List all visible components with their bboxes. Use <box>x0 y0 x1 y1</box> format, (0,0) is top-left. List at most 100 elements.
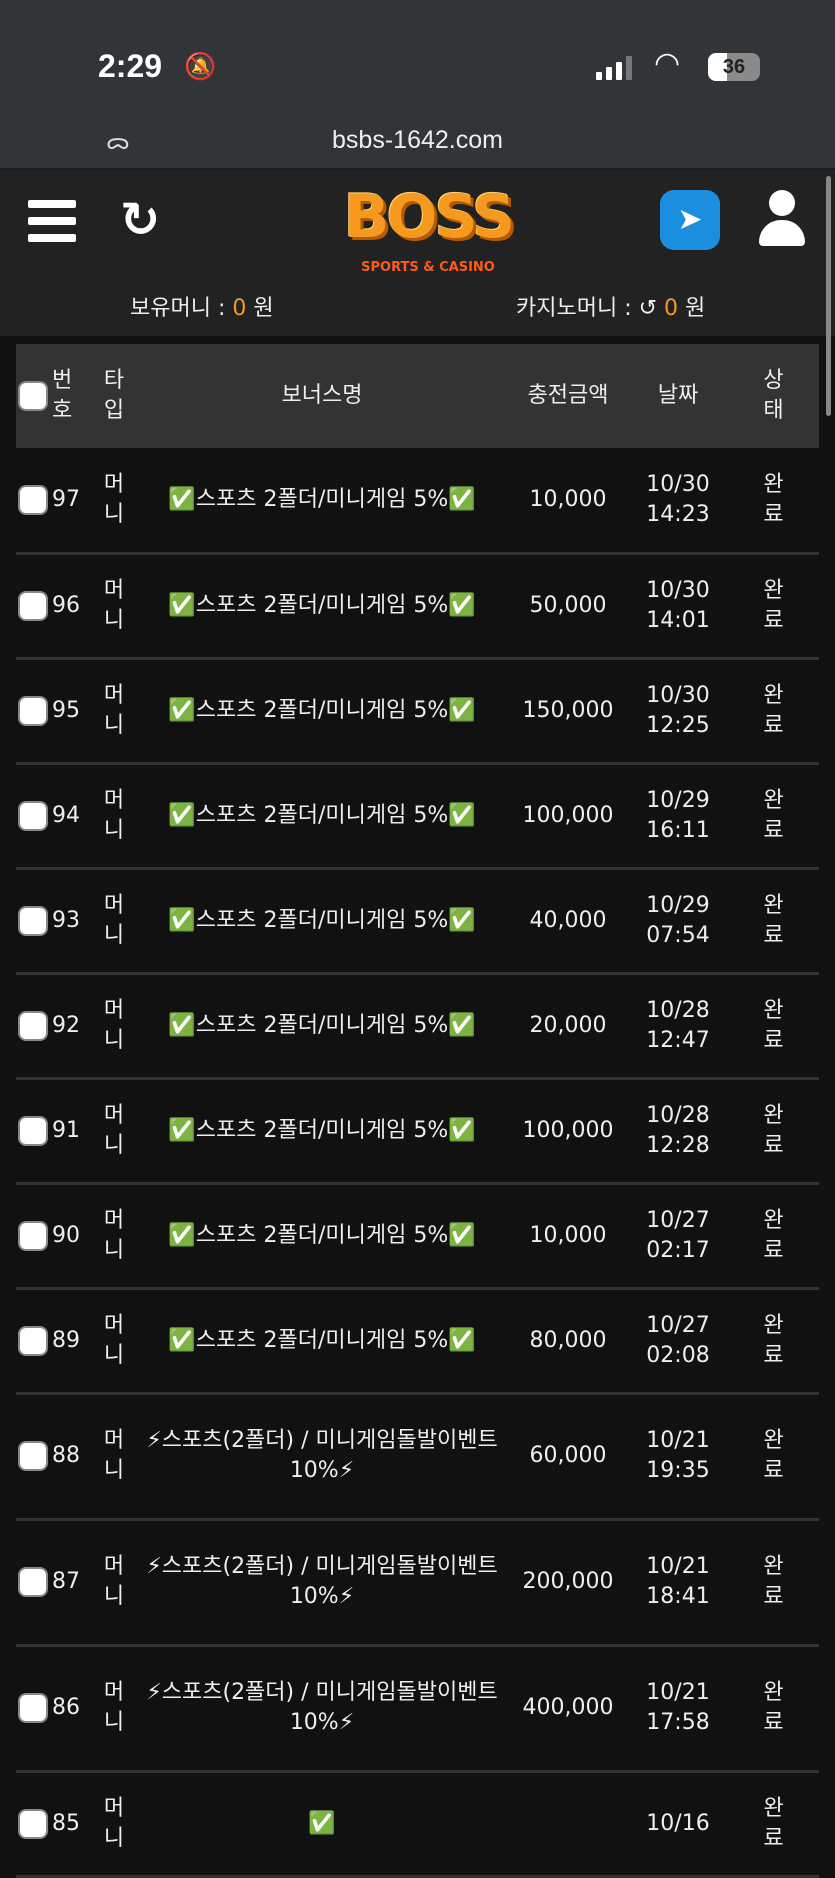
row-type: 머니 <box>92 1645 136 1773</box>
select-all-checkbox[interactable] <box>18 381 48 411</box>
row-checkbox[interactable] <box>18 1220 48 1251</box>
row-checkbox[interactable] <box>18 590 48 621</box>
table-row[interactable]: 85 머니 ✅ 10/16 완료 <box>16 1771 819 1878</box>
row-status: 완료 <box>728 1393 819 1521</box>
row-amount: 100,000 <box>508 1078 628 1185</box>
row-status: 완료 <box>728 868 819 975</box>
table-header: 번호 타입 보너스명 충전금액 날짜 상태 <box>16 344 819 448</box>
row-bonus-name: ✅스포츠 2폴더/미니게임 5%✅ <box>136 868 508 975</box>
row-type: 머니 <box>92 1288 136 1395</box>
user-icon[interactable] <box>758 190 806 250</box>
row-status: 완료 <box>728 973 819 1080</box>
row-amount: 150,000 <box>508 658 628 765</box>
table-row[interactable]: 88 머니 ⚡스포츠(2폴더) / 미니게임돌발이벤트 10%⚡ 60,000 10/2… <box>16 1393 819 1521</box>
row-checkbox[interactable] <box>18 1441 48 1471</box>
row-bonus-name: ⚡스포츠(2폴더) / 미니게임돌발이벤트 10%⚡ <box>136 1393 508 1521</box>
row-bonus-name: ⚡스포츠(2폴더) / 미니게임돌발이벤트 10%⚡ <box>136 1645 508 1773</box>
url-text[interactable]: bsbs-1642.com <box>332 126 503 154</box>
row-checkbox[interactable] <box>18 1567 48 1597</box>
row-type: 머니 <box>92 763 136 870</box>
row-status: 완료 <box>728 658 819 765</box>
table-row[interactable]: 90 머니 ✅스포츠 2폴더/미니게임 5%✅ 10,000 10/27 02:17 완료 <box>16 1183 819 1290</box>
clock: 2:29 <box>98 48 163 84</box>
row-type: 머니 <box>92 1771 136 1878</box>
row-bonus-name: ✅스포츠 2폴더/미니게임 5%✅ <box>136 763 508 870</box>
row-no: 91 <box>52 1078 92 1185</box>
boss-logo[interactable]: BOSS SPORTS & CASINO <box>318 180 538 276</box>
header-amount: 충전금액 <box>527 383 609 408</box>
row-checkbox[interactable] <box>18 1115 48 1146</box>
table-row[interactable]: 86 머니 ⚡스포츠(2폴더) / 미니게임돌발이벤트 10%⚡ 400,000 10/… <box>16 1645 819 1773</box>
row-type: 머니 <box>92 1519 136 1647</box>
row-bonus-name: ✅스포츠 2폴더/미니게임 5%✅ <box>136 448 508 555</box>
refresh-icon[interactable]: ↻ <box>120 192 161 248</box>
row-no: 85 <box>52 1771 92 1878</box>
row-checkbox[interactable] <box>18 1693 48 1723</box>
silent-bell-icon: 🔕 <box>184 52 217 82</box>
row-amount: 50,000 <box>508 553 628 660</box>
header-no: 번호 <box>52 368 73 423</box>
row-bonus-name: ✅스포츠 2폴더/미니게임 5%✅ <box>136 1288 508 1395</box>
row-status: 완료 <box>728 448 819 555</box>
table-row[interactable]: 97 머니 ✅스포츠 2폴더/미니게임 5%✅ 10,000 10/30 14:23 완료 <box>16 448 819 555</box>
row-no: 96 <box>52 553 92 660</box>
row-bonus-name: ✅스포츠 2폴더/미니게임 5%✅ <box>136 1078 508 1185</box>
row-date: 10/28 12:28 <box>628 1078 728 1185</box>
wifi-icon: ◠ <box>654 46 681 81</box>
row-status: 완료 <box>728 1183 819 1290</box>
row-date: 10/16 <box>628 1771 728 1878</box>
row-bonus-name: ✅스포츠 2폴더/미니게임 5%✅ <box>136 973 508 1080</box>
row-bonus-name: ✅ <box>136 1771 508 1878</box>
row-checkbox[interactable] <box>18 905 48 936</box>
row-checkbox[interactable] <box>18 1010 48 1041</box>
hamburger-menu-icon[interactable] <box>28 200 76 251</box>
bonus-table: 번호 타입 보너스명 충전금액 날짜 상태 97 머니 ✅스포츠 2폴더/미니게임 … <box>16 344 819 1878</box>
row-checkbox[interactable] <box>18 1808 48 1839</box>
row-amount: 10,000 <box>508 448 628 555</box>
row-amount <box>508 1771 628 1878</box>
row-type: 머니 <box>92 1183 136 1290</box>
row-status: 완료 <box>728 763 819 870</box>
row-no: 86 <box>52 1645 92 1773</box>
row-amount: 10,000 <box>508 1183 628 1290</box>
row-no: 94 <box>52 763 92 870</box>
row-type: 머니 <box>92 1393 136 1521</box>
row-date: 10/30 14:23 <box>628 448 728 555</box>
row-type: 머니 <box>92 448 136 555</box>
site-header: ↻ BOSS SPORTS & CASINO ➤ 보유머니 : 0 원 카지노머니… <box>0 170 835 416</box>
row-status: 완료 <box>728 1078 819 1185</box>
row-checkbox[interactable] <box>18 484 48 515</box>
money-balance: 보유머니 : 0 원 <box>130 296 274 321</box>
row-date: 10/27 02:08 <box>628 1288 728 1395</box>
row-checkbox[interactable] <box>18 800 48 831</box>
table-row[interactable]: 96 머니 ✅스포츠 2폴더/미니게임 5%✅ 50,000 10/30 14:01 완료 <box>16 553 819 660</box>
row-amount: 20,000 <box>508 973 628 1080</box>
table-row[interactable]: 95 머니 ✅스포츠 2폴더/미니게임 5%✅ 150,000 10/30 12:25 완료 <box>16 658 819 765</box>
row-no: 89 <box>52 1288 92 1395</box>
row-no: 88 <box>52 1393 92 1521</box>
row-date: 10/21 19:35 <box>628 1393 728 1521</box>
row-checkbox[interactable] <box>18 695 48 726</box>
address-bar[interactable]: ᯅ bsbs-1642.com <box>0 112 835 170</box>
table-row[interactable]: 91 머니 ✅스포츠 2폴더/미니게임 5%✅ 100,000 10/28 12:28 완료 <box>16 1078 819 1185</box>
table-row[interactable]: 92 머니 ✅스포츠 2폴더/미니게임 5%✅ 20,000 10/28 12:47 완료 <box>16 973 819 1080</box>
telegram-icon[interactable]: ➤ <box>660 190 720 250</box>
row-checkbox[interactable] <box>18 1325 48 1356</box>
row-date: 10/21 18:41 <box>628 1519 728 1647</box>
signal-icon <box>596 56 632 80</box>
row-date: 10/21 17:58 <box>628 1645 728 1773</box>
table-row[interactable]: 94 머니 ✅스포츠 2폴더/미니게임 5%✅ 100,000 10/29 16:11 완료 <box>16 763 819 870</box>
table-row[interactable]: 89 머니 ✅스포츠 2폴더/미니게임 5%✅ 80,000 10/27 02:08 완료 <box>16 1288 819 1395</box>
logo-main: BOSS <box>343 182 515 252</box>
row-status: 완료 <box>728 1771 819 1878</box>
row-bonus-name: ⚡스포츠(2폴더) / 미니게임돌발이벤트 10%⚡ <box>136 1519 508 1647</box>
table-row[interactable]: 87 머니 ⚡스포츠(2폴더) / 미니게임돌발이벤트 10%⚡ 200,000 10/… <box>16 1519 819 1647</box>
row-date: 10/29 16:11 <box>628 763 728 870</box>
table-row[interactable]: 93 머니 ✅스포츠 2폴더/미니게임 5%✅ 40,000 10/29 07:54 완료 <box>16 868 819 975</box>
scrollbar[interactable] <box>826 176 831 416</box>
casino-refresh-icon[interactable]: ↺ <box>638 296 658 321</box>
row-type: 머니 <box>92 1078 136 1185</box>
row-no: 97 <box>52 448 92 555</box>
row-type: 머니 <box>92 868 136 975</box>
row-type: 머니 <box>92 553 136 660</box>
